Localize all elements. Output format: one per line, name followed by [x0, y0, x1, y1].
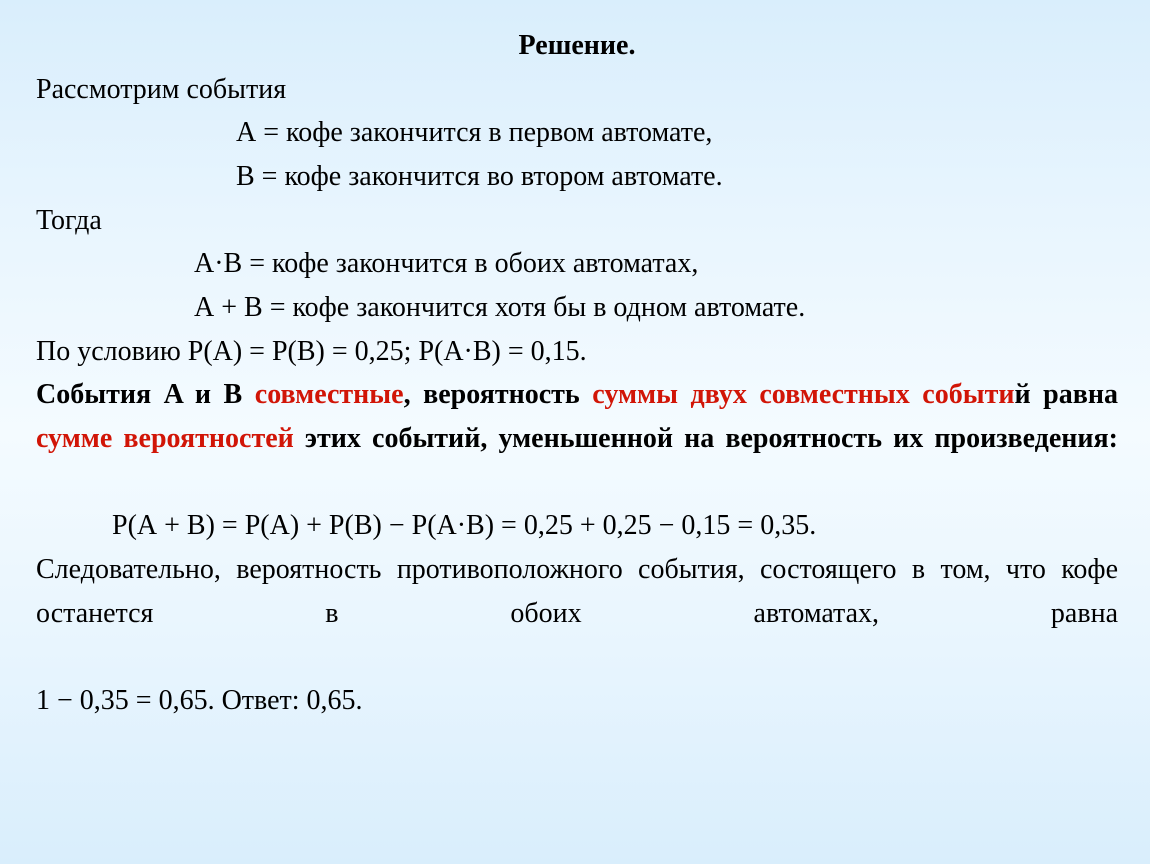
- event-ab-sum: А + B = кофе закончится хотя бы в одном …: [36, 286, 1118, 330]
- conclusion-paragraph: Следовательно, вероятность противоположн…: [36, 548, 1118, 679]
- rule-part-3: , вероятность: [404, 379, 593, 410]
- event-a-definition: А = кофе закончится в первом автомате,: [36, 111, 1118, 155]
- rule-paragraph: События A и B совместные, вероятность су…: [36, 373, 1118, 504]
- then-line: Тогда: [36, 199, 1118, 243]
- rule-part-4-red: суммы двух совместных событи: [592, 379, 1014, 410]
- solution-slide: Решение. Рассмотрим события А = кофе зак…: [36, 24, 1118, 723]
- rule-part-2-red: совместные: [255, 379, 404, 410]
- calculation-line: P(А + В) = P(А) + P(В) − P(А·В) = 0,25 +…: [36, 504, 1118, 548]
- answer-line: 1 − 0,35 = 0,65. Ответ: 0,65.: [36, 679, 1118, 723]
- rule-part-8: этих событий, уменьшенной на вероятность…: [294, 423, 1118, 454]
- rule-part-1: События A и B: [36, 379, 255, 410]
- rule-part-5: й: [1014, 379, 1030, 410]
- event-ab-product: A·B = кофе закончится в обоих автоматах,: [36, 242, 1118, 286]
- rule-part-7-red: сумме вероятностей: [36, 423, 294, 454]
- intro-line: Рассмотрим события: [36, 68, 1118, 112]
- slide-title: Решение.: [36, 24, 1118, 68]
- event-b-definition: В = кофе закончится во втором автомате.: [36, 155, 1118, 199]
- rule-part-6: равна: [1031, 379, 1118, 410]
- conditions-line: По условию P(А) = P(В) = 0,25; P(А·В) = …: [36, 330, 1118, 374]
